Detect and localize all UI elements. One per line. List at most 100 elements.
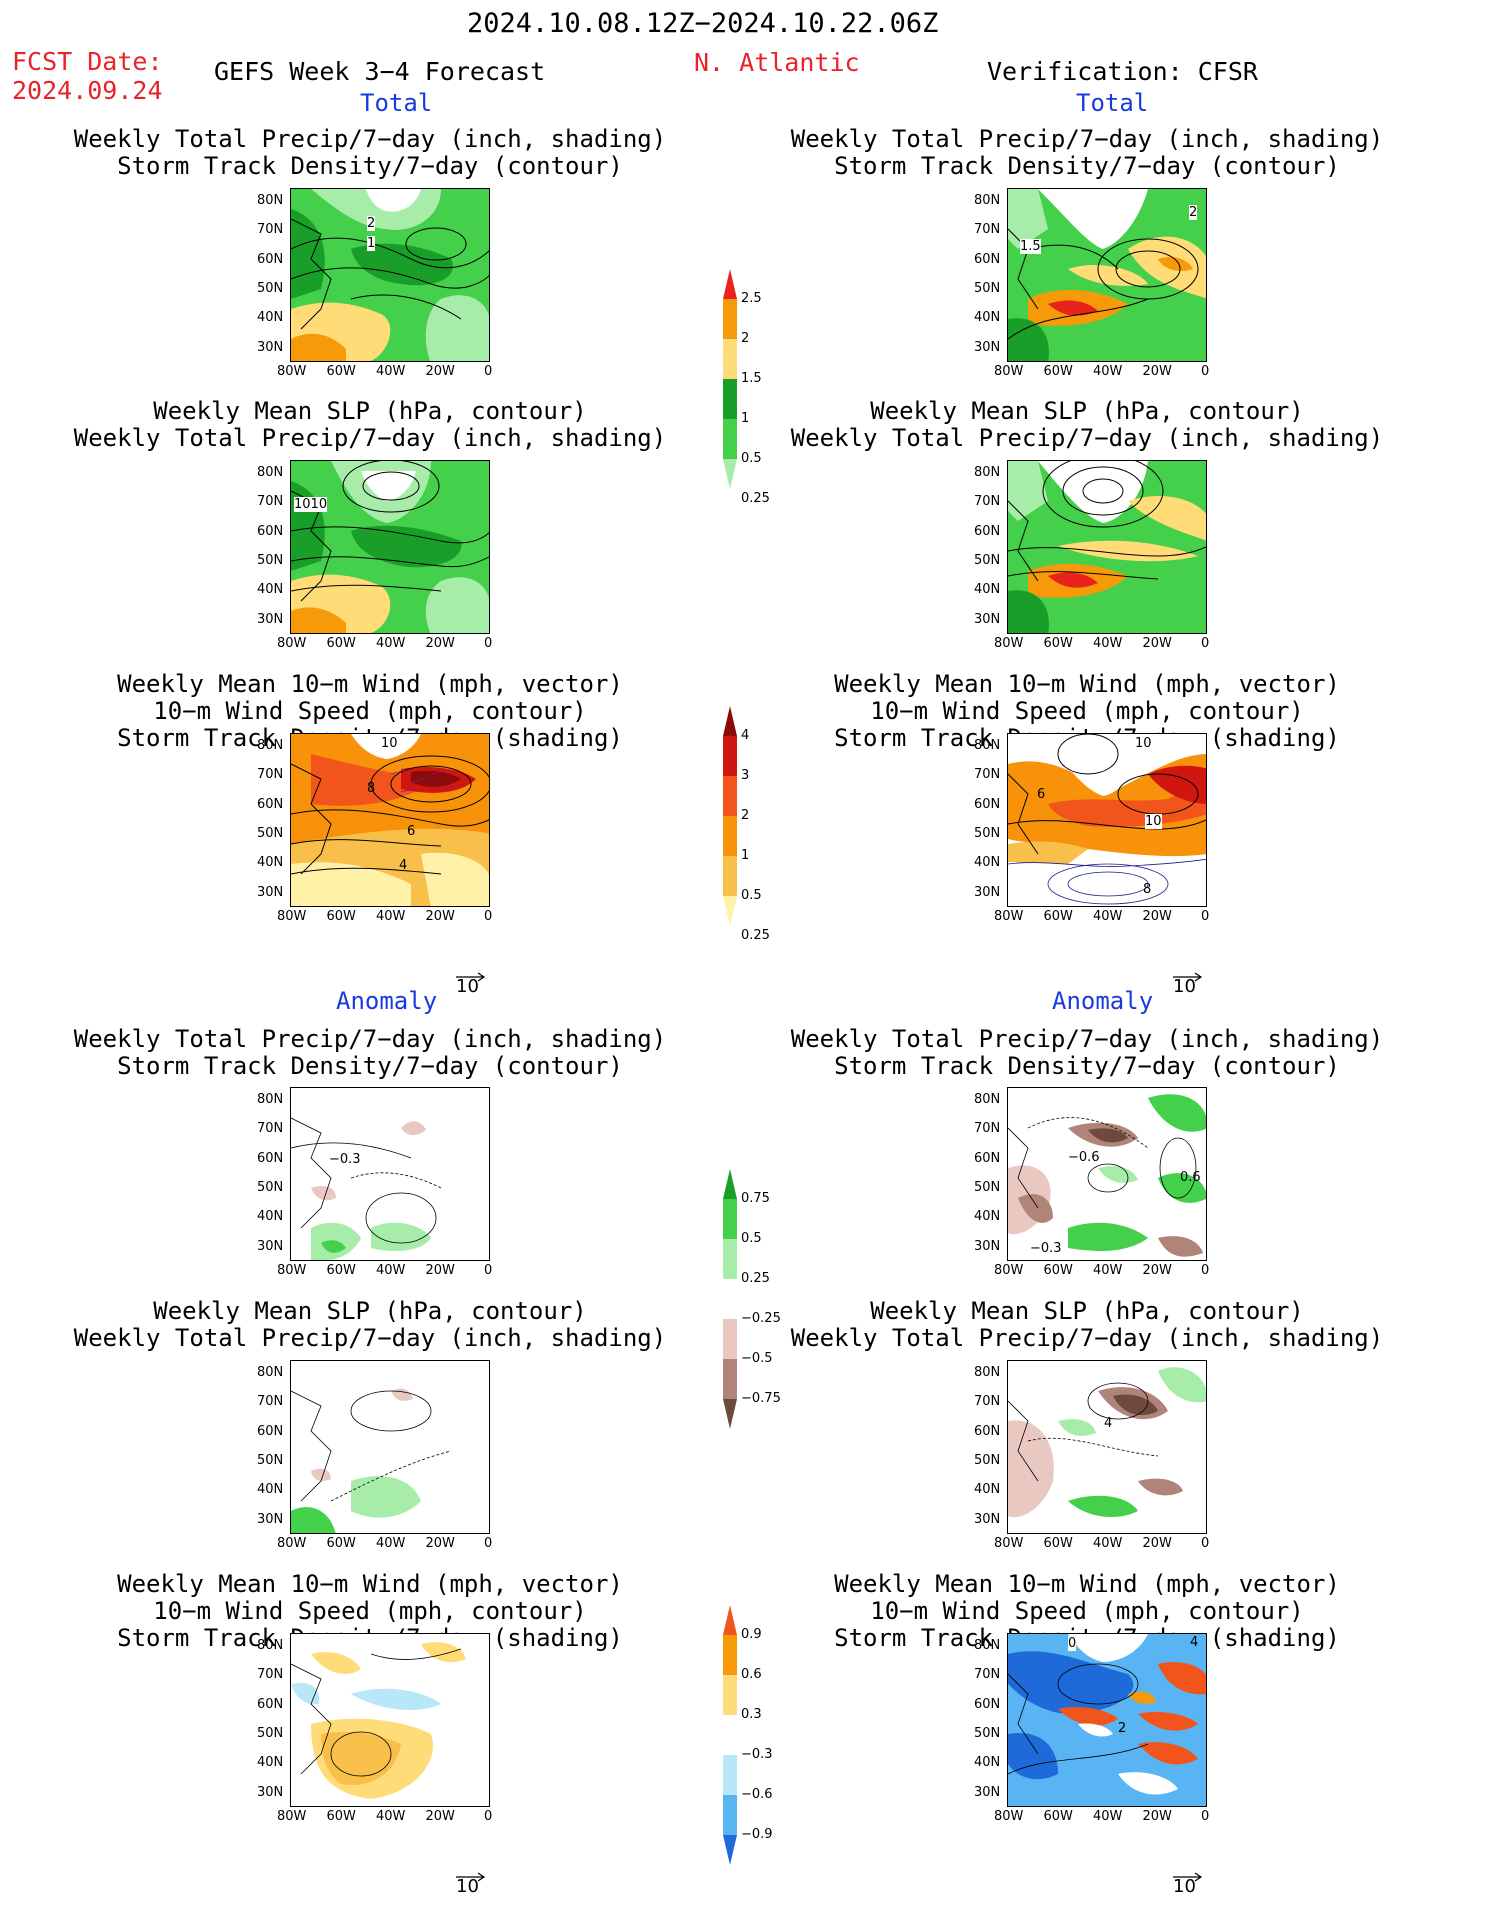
lat-tick-label: 40N xyxy=(257,582,284,598)
lon-tick-label: 20W xyxy=(1142,364,1172,379)
lon-tick-label: 60W xyxy=(326,1263,356,1278)
lat-tick-label: 70N xyxy=(257,767,284,783)
lat-tick-label: 30N xyxy=(257,611,284,627)
lat-tick-label: 40N xyxy=(974,855,1001,871)
colorbar-tick-label: −0.5 xyxy=(741,1351,773,1366)
colorbar-swatch xyxy=(723,1835,737,1865)
contour-label: 10 xyxy=(1135,736,1152,751)
title-obs-anom-slp: Weekly Mean SLP (hPa, contour) Weekly To… xyxy=(790,1297,1384,1352)
lon-tick-label: 0 xyxy=(1201,364,1210,379)
contour-label: 0 xyxy=(1068,1636,1077,1651)
lon-tick-label: 0 xyxy=(484,1809,493,1824)
contour-label: −0.3 xyxy=(329,1152,361,1167)
lat-tick-label: 30N xyxy=(974,1511,1001,1527)
lat-tick-label: 60N xyxy=(257,1423,284,1439)
section-anomaly-left: Anomaly xyxy=(336,987,438,1015)
contour-label: 1.5 xyxy=(1020,239,1041,254)
lon-tick-label: 40W xyxy=(376,909,406,924)
colorbar-storm-total: 4 3 2 1 0.5 0.25 xyxy=(722,705,770,943)
colorbar-tick-label: 4 xyxy=(741,728,750,743)
colorbar-tick-label: 0.5 xyxy=(741,451,762,466)
colorbar-tick-label: 1.5 xyxy=(741,371,762,386)
lon-tick-label: 60W xyxy=(1043,364,1073,379)
lat-tick-label: 60N xyxy=(974,251,1001,267)
lat-tick-label: 80N xyxy=(974,1092,1001,1107)
lon-tick-label: 80W xyxy=(277,636,307,651)
colorbar-tick-label: 0.6 xyxy=(741,1667,762,1682)
contour-label: 4 xyxy=(399,858,408,873)
colorbar-precip-total: 2.5 2 1.5 1 0.5 0.25 xyxy=(722,268,770,506)
vector-ref-label: 10 xyxy=(456,1876,479,1897)
lat-tick-label: 80N xyxy=(257,1638,284,1653)
contour-label: 10 xyxy=(381,736,398,751)
colorbar-swatches xyxy=(723,269,737,489)
title-fcst-precip-storm: Weekly Total Precip/7−day (inch, shading… xyxy=(73,125,667,180)
lat-tick-label: 30N xyxy=(974,1238,1001,1254)
lon-tick-label: 40W xyxy=(376,1263,406,1278)
title-obs-slp: Weekly Mean SLP (hPa, contour) Weekly To… xyxy=(790,397,1384,452)
lon-tick-label: 60W xyxy=(1043,1809,1073,1824)
region-title: N. Atlantic xyxy=(694,48,860,77)
section-total-left: Total xyxy=(360,89,433,117)
lat-tick-label: 70N xyxy=(257,1121,284,1137)
lon-tick-label: 60W xyxy=(1043,1263,1073,1278)
lat-tick-label: 50N xyxy=(257,552,284,568)
lon-tick-label: 60W xyxy=(326,364,356,379)
lat-tick-label: 80N xyxy=(257,738,284,753)
lat-tick-label: 40N xyxy=(257,1755,284,1771)
lat-tick-label: 70N xyxy=(257,1394,284,1410)
lon-tick-label: 0 xyxy=(1201,1263,1210,1278)
lat-tick-label: 40N xyxy=(257,1209,284,1225)
lon-tick-label: 40W xyxy=(1093,364,1123,379)
lat-tick-label: 40N xyxy=(257,1482,284,1498)
colorbar-swatch xyxy=(723,1169,737,1199)
lon-tick-label: 0 xyxy=(1201,1809,1210,1824)
lon-tick-label: 80W xyxy=(994,909,1024,924)
map-obs-anom-wind-storm: 0 4 2 xyxy=(1007,1633,1207,1807)
colorbar-tick-label: 2.5 xyxy=(741,291,762,306)
colorbar-swatch xyxy=(723,706,737,736)
model-title: GEFS Week 3−4 Forecast xyxy=(214,57,546,86)
colorbar-swatch xyxy=(723,1635,737,1675)
contour-label: 8 xyxy=(1143,882,1152,897)
lat-tick-label: 70N xyxy=(974,222,1001,238)
lat-tick-label: 70N xyxy=(257,1667,284,1683)
lon-tick-label: 0 xyxy=(484,909,493,924)
colorbar-swatch xyxy=(723,1715,737,1755)
lat-tick-label: 60N xyxy=(257,1150,284,1166)
lat-tick-label: 30N xyxy=(257,1784,284,1800)
title-fcst-anom-precip-storm: Weekly Total Precip/7−day (inch, shading… xyxy=(73,1025,667,1080)
title-obs-precip-storm: Weekly Total Precip/7−day (inch, shading… xyxy=(790,125,1384,180)
lon-tick-label: 20W xyxy=(1142,1263,1172,1278)
lon-tick-label: 60W xyxy=(1043,1536,1073,1551)
lat-tick-label: 60N xyxy=(974,1696,1001,1712)
lat-tick-label: 60N xyxy=(974,1150,1001,1166)
lon-tick-label: 80W xyxy=(277,1536,307,1551)
map-fcst-wind-storm: 10 8 6 4 xyxy=(290,733,490,907)
lat-tick-label: 80N xyxy=(974,738,1001,753)
lat-tick-label: 30N xyxy=(257,1238,284,1254)
lon-tick-label: 40W xyxy=(1093,1263,1123,1278)
colorbar-swatch xyxy=(723,419,737,459)
colorbar-tick-label: 0.5 xyxy=(741,1231,762,1246)
lat-tick-label: 40N xyxy=(974,1755,1001,1771)
colorbar-tick-label: 0.75 xyxy=(741,1191,770,1206)
contour-label: 6 xyxy=(1037,787,1046,802)
lon-tick-label: 20W xyxy=(425,636,455,651)
lon-tick-label: 60W xyxy=(1043,636,1073,651)
lon-tick-label: 20W xyxy=(1142,1809,1172,1824)
lat-tick-label: 50N xyxy=(974,1452,1001,1468)
lon-tick-label: 80W xyxy=(994,636,1024,651)
colorbar-swatch xyxy=(723,1199,737,1239)
lat-tick-label: 80N xyxy=(974,1365,1001,1380)
colorbar-swatch xyxy=(723,1359,737,1399)
colorbar-swatch xyxy=(723,1279,737,1319)
contour-label: 4 xyxy=(1190,1635,1199,1650)
lon-tick-label: 80W xyxy=(277,1263,307,1278)
colorbar-swatch xyxy=(723,776,737,816)
lat-tick-label: 30N xyxy=(257,1511,284,1527)
vector-ref-label: 10 xyxy=(456,976,479,997)
lat-tick-label: 50N xyxy=(974,552,1001,568)
lat-tick-label: 60N xyxy=(257,523,284,539)
colorbar-swatch xyxy=(723,856,737,896)
